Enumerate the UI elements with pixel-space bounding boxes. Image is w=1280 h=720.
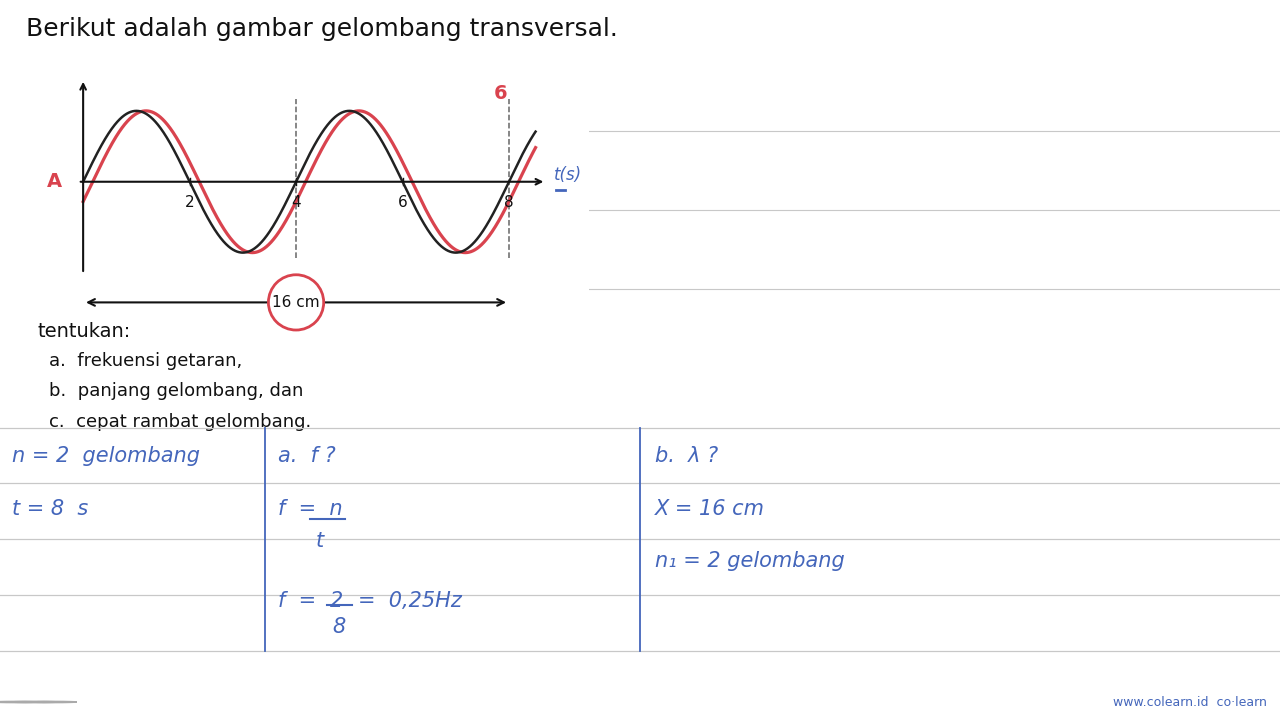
- Text: b.  panjang gelombang, dan: b. panjang gelombang, dan: [49, 382, 303, 400]
- Text: =  0,25Hz: = 0,25Hz: [358, 591, 462, 611]
- Text: c.  cepat rambat gelombang.: c. cepat rambat gelombang.: [49, 413, 311, 431]
- Text: www.colearn.id  co·learn: www.colearn.id co·learn: [1114, 696, 1267, 708]
- Text: Berikut adalah gambar gelombang transversal.: Berikut adalah gambar gelombang transver…: [26, 17, 617, 41]
- Text: X = 16 cm: X = 16 cm: [655, 499, 765, 518]
- Text: b.  λ ?: b. λ ?: [655, 446, 718, 466]
- Text: 6: 6: [494, 84, 508, 103]
- Text: t(s): t(s): [554, 166, 582, 184]
- Text: t: t: [316, 531, 324, 551]
- Text: 8: 8: [504, 194, 513, 210]
- Text: a.  f ?: a. f ?: [278, 446, 335, 466]
- Text: f  =  n: f = n: [278, 499, 343, 518]
- Text: 6: 6: [398, 194, 407, 210]
- Text: n = 2  gelombang: n = 2 gelombang: [12, 446, 200, 466]
- Text: t = 8  s: t = 8 s: [12, 499, 88, 518]
- Text: 2: 2: [330, 591, 343, 611]
- Text: 2: 2: [184, 194, 195, 210]
- Text: 4: 4: [292, 194, 301, 210]
- Text: n₁ = 2 gelombang: n₁ = 2 gelombang: [655, 551, 845, 571]
- Text: 8: 8: [332, 617, 346, 637]
- Text: A: A: [47, 172, 61, 192]
- Text: 16 cm: 16 cm: [273, 295, 320, 310]
- Text: tentukan:: tentukan:: [37, 322, 131, 341]
- Text: f  =: f =: [278, 591, 316, 611]
- Text: a.  frekuensi getaran,: a. frekuensi getaran,: [49, 352, 242, 370]
